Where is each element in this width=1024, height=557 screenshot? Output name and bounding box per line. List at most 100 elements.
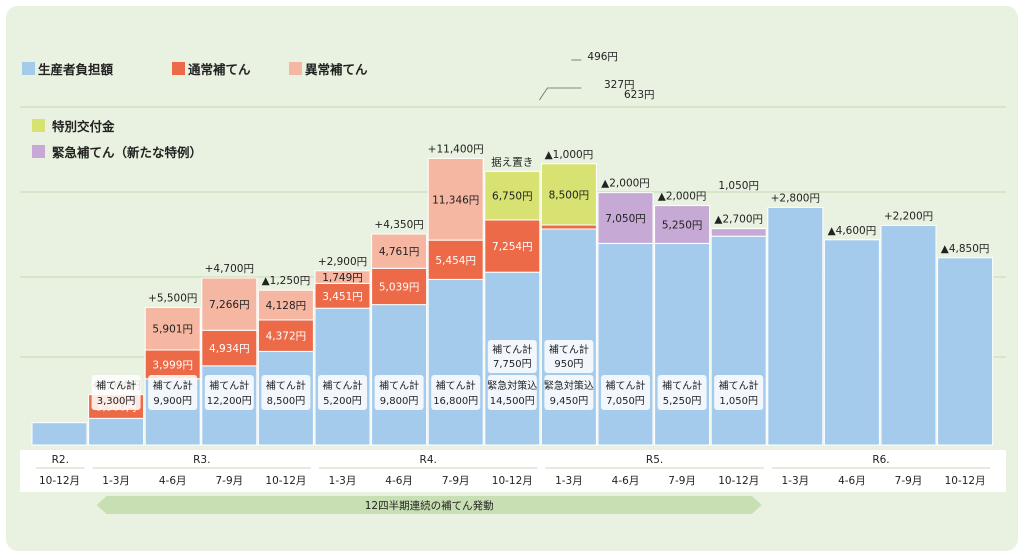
bar-2-total-box [148, 375, 198, 410]
bar-4-change-label: ▲1,250円 [262, 275, 311, 287]
month-label-1: 1-3月 [102, 475, 130, 487]
bar-4-abnormal [257, 289, 314, 321]
bar-12-base [710, 235, 767, 446]
bar-9-normal [540, 224, 597, 230]
bar-7-abnormal-label: 11,346円 [432, 194, 479, 206]
bar-9-total-title: 緊急対策込 [544, 379, 594, 392]
bar-5-abnormal-label: 1,749円 [322, 272, 363, 284]
bar-6-normal-label: 5,039円 [379, 281, 420, 293]
bar-5-abnormal [314, 270, 371, 284]
bar-12-emergency [710, 228, 767, 237]
month-label-14: 4-6月 [838, 475, 866, 487]
bar-4-normal [257, 319, 314, 352]
legend-swatch-4 [32, 145, 45, 158]
bar-6-abnormal-label: 4,761円 [379, 246, 420, 258]
bar-3-total-value: 12,200円 [207, 396, 252, 407]
bar-9-upper-box [544, 340, 594, 373]
legend-label-3: 特別交付金 [52, 119, 115, 134]
bar-16-base [937, 257, 994, 446]
bar-12-total-box [714, 375, 764, 410]
group-label-2: R4. [420, 454, 437, 466]
bar-6-abnormal [371, 233, 428, 269]
bar-13-base [767, 206, 824, 446]
bar-11-total-box [657, 375, 707, 410]
month-label-4: 10-12月 [265, 475, 306, 487]
bar-3-change-label: +4,700円 [205, 263, 254, 275]
legend-swatch-3 [32, 119, 45, 132]
bar-8-special [484, 170, 541, 221]
bar-2-abnormal [144, 306, 201, 351]
legend-swatch-2 [289, 62, 302, 75]
bar-15-change-label: +2,200円 [884, 210, 933, 222]
legend-swatch-1 [172, 62, 185, 75]
bar-12-total-value: 1,050円 [719, 396, 758, 407]
bar-9-total-value: 9,450円 [550, 396, 589, 407]
bar-7-base [427, 278, 484, 446]
month-label-0: 10-12月 [39, 475, 80, 487]
callout-496: 496円 [587, 51, 618, 63]
bar-10-emergency-label: 7,050円 [605, 213, 646, 225]
bar-15-base [880, 224, 937, 446]
bar-5-normal-label: 3,451円 [322, 291, 363, 303]
bar-2-normal-label: 3,999円 [152, 359, 193, 371]
bar-11-emergency [654, 205, 711, 244]
bar-8-total-box [487, 375, 537, 410]
bar-6-total-value: 9,800円 [380, 396, 419, 407]
bar-12-below-label: 1,050円 [718, 180, 759, 192]
month-label-15: 7-9月 [895, 475, 923, 487]
bar-7-abnormal [427, 157, 484, 241]
bar-4-normal-label: 4,372円 [266, 331, 307, 343]
bar-8-upper-value: 7,750円 [493, 359, 532, 370]
legend-swatch-0 [22, 62, 35, 75]
legend-label-4: 緊急補てん（新たな特例） [52, 145, 202, 160]
bar-3-normal-label: 4,934円 [209, 343, 250, 355]
bar-1-total-value: 3,300円 [97, 396, 136, 407]
bar-4-abnormal-label: 4,128円 [266, 300, 307, 312]
bar-6-change-label: +4,350円 [374, 219, 423, 231]
callout-623: 623円 [624, 89, 655, 101]
month-label-10: 4-6月 [612, 475, 640, 487]
bar-7-normal-label: 5,454円 [435, 255, 476, 267]
bar-5-change-label: +2,900円 [318, 256, 367, 268]
legend-label-2: 異常補てん [305, 62, 368, 77]
bar-1-total-title: 補てん計 [96, 379, 136, 392]
month-label-7: 7-9月 [442, 475, 470, 487]
bar-2-total-title: 補てん計 [153, 379, 193, 392]
bar-7-normal [427, 239, 484, 280]
bar-3-abnormal [201, 277, 258, 331]
bar-3-total-title: 補てん計 [209, 379, 249, 392]
xaxis-band [20, 450, 1006, 492]
bar-14-base [823, 239, 880, 446]
month-label-5: 1-3月 [329, 475, 357, 487]
legend-label-1: 通常補てん [188, 62, 251, 77]
bar-7-total-box [431, 375, 481, 410]
bar-4-total-title: 補てん計 [266, 379, 306, 392]
bar-8-special-label: 6,750円 [492, 191, 533, 203]
bar-11-total-title: 補てん計 [662, 379, 702, 392]
month-label-12: 10-12月 [718, 475, 759, 487]
bar-8-normal [484, 219, 541, 273]
bar-11-base [654, 242, 711, 446]
group-label-0: R2. [52, 454, 69, 466]
month-label-8: 10-12月 [492, 475, 533, 487]
bar-10-change-label: ▲2,000円 [601, 178, 650, 190]
bar-8-upper-title: 補てん計 [492, 343, 532, 356]
bar-6-total-box [374, 375, 424, 410]
bar-12-total-title: 補てん計 [719, 379, 759, 392]
bar-9-special-label: 8,500円 [549, 189, 590, 201]
bar-3-total-box [204, 375, 254, 410]
bar-8-total-title: 緊急対策込 [487, 379, 537, 392]
bar-12-change-label: ▲2,700円 [714, 214, 763, 226]
month-label-2: 4-6月 [159, 475, 187, 487]
bar-10-emergency [597, 192, 654, 244]
bar-8-total-value: 14,500円 [490, 396, 535, 407]
bar-10-total-value: 7,050円 [606, 396, 645, 407]
bar-7-change-label: +11,400円 [428, 143, 484, 155]
month-label-3: 7-9月 [215, 475, 243, 487]
bar-10-total-box [601, 375, 650, 410]
bar-11-change-label: ▲2,000円 [658, 191, 707, 203]
bar-5-normal [314, 282, 371, 309]
bar-16-change-label: ▲4,850円 [941, 243, 990, 255]
group-label-3: R5. [646, 454, 663, 466]
bar-7-total-value: 16,800円 [433, 396, 478, 407]
